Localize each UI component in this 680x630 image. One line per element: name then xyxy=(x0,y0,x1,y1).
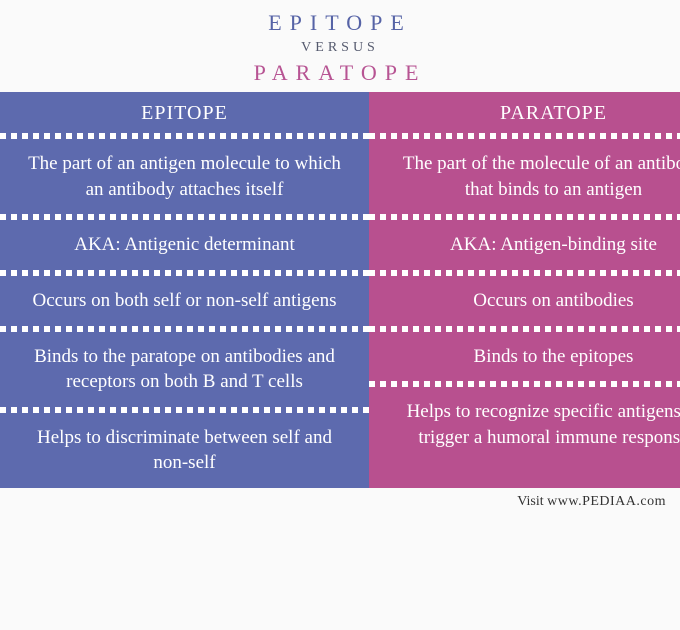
header-term-2: PARATOPE xyxy=(0,60,680,86)
row-divider xyxy=(369,270,680,276)
cell-right-1: AKA: Antigen-binding site xyxy=(369,220,680,270)
cell-right-4: Helps to recognize specific antigens to … xyxy=(369,387,680,462)
row-divider xyxy=(369,214,680,220)
comparison-header: EPITOPE VERSUS PARATOPE xyxy=(0,0,680,92)
cell-right-2: Occurs on antibodies xyxy=(369,276,680,326)
footer-site: www.PEDIAA.com xyxy=(547,494,666,509)
footer-credit: Visit www.PEDIAA.com xyxy=(0,488,680,510)
comparison-table: EPITOPE The part of an antigen molecule … xyxy=(0,92,680,488)
column-paratope: PARATOPE The part of the molecule of an … xyxy=(369,92,680,488)
footer-prefix: Visit xyxy=(517,494,547,509)
row-divider xyxy=(369,133,680,139)
column-epitope: EPITOPE The part of an antigen molecule … xyxy=(0,92,369,488)
header-versus: VERSUS xyxy=(0,40,680,56)
cell-right-3: Binds to the epitopes xyxy=(369,332,680,382)
cell-left-1: AKA: Antigenic determinant xyxy=(0,220,369,270)
cell-left-0: The part of an antigen molecule to which… xyxy=(0,139,369,214)
cell-left-4: Helps to discriminate between self and n… xyxy=(0,413,369,488)
header-term-1: EPITOPE xyxy=(0,10,680,36)
column-header-paratope: PARATOPE xyxy=(369,92,680,133)
cell-left-2: Occurs on both self or non-self antigens xyxy=(0,276,369,326)
row-divider xyxy=(369,326,680,332)
cell-right-0: The part of the molecule of an antibody … xyxy=(369,139,680,214)
row-divider xyxy=(369,381,680,387)
cell-left-3: Binds to the paratope on antibodies and … xyxy=(0,332,369,407)
column-header-epitope: EPITOPE xyxy=(0,92,369,133)
